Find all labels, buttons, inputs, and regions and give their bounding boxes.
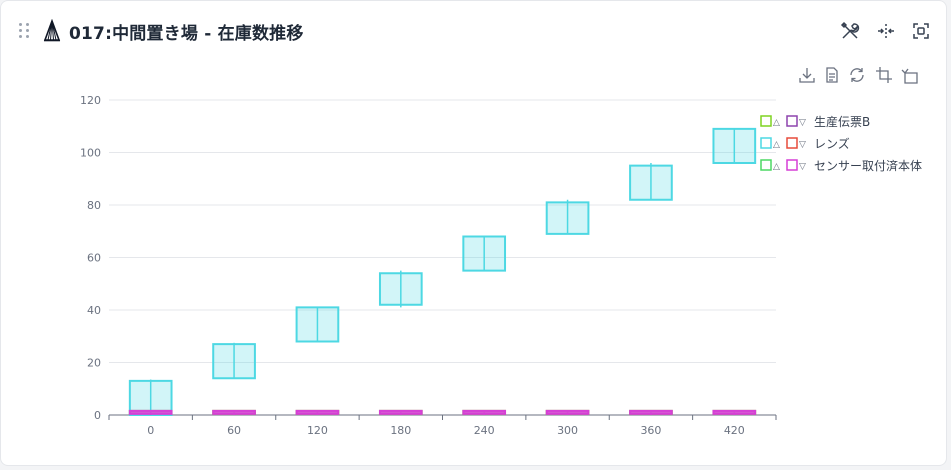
x-tick-label: 300 — [557, 424, 578, 437]
candle-body — [712, 127, 757, 164]
y-tick-label: 120 — [80, 94, 101, 107]
legend-down-glyph: ▽ — [799, 162, 806, 172]
legend-label: レンズ — [814, 136, 850, 151]
candle-body — [629, 164, 673, 201]
x-tick-label: 0 — [147, 424, 154, 437]
x-tick-label: 60 — [227, 424, 241, 437]
candle-body — [629, 409, 673, 415]
candle-body — [212, 409, 256, 415]
x-tick-label: 120 — [307, 424, 328, 437]
legend-down-glyph: ▽ — [799, 118, 806, 128]
candle-body — [462, 409, 507, 415]
y-tick-label: 80 — [87, 199, 101, 212]
y-tick-label: 20 — [87, 357, 101, 370]
legend-label: センサー取付済本体 — [814, 158, 922, 173]
cone-icon — [43, 19, 61, 42]
candle-body — [128, 379, 173, 416]
move-horizontal-icon[interactable] — [874, 19, 898, 43]
candle-body — [295, 306, 340, 343]
candle-body — [128, 409, 173, 415]
x-tick-label: 420 — [724, 424, 745, 437]
x-tick-label: 180 — [390, 424, 411, 437]
legend-down-glyph: ▽ — [799, 140, 806, 150]
candle-body — [545, 409, 590, 415]
legend-up-glyph: △ — [773, 162, 780, 172]
legend-up-glyph: △ — [773, 140, 780, 150]
legend-down-marker — [786, 159, 798, 171]
candle-body — [295, 409, 340, 415]
drag-handle-icon[interactable] — [19, 23, 29, 39]
y-tick-label: 0 — [94, 409, 101, 422]
refresh-icon[interactable] — [847, 65, 867, 85]
legend-up-marker — [760, 115, 772, 127]
data-view-icon[interactable] — [822, 65, 842, 85]
candle-body — [545, 201, 590, 235]
y-tick-label: 100 — [80, 147, 101, 160]
candle-body — [212, 343, 256, 380]
fullscreen-icon[interactable] — [909, 19, 933, 43]
candle-body — [712, 409, 757, 415]
legend-label: 生産伝票B — [814, 114, 870, 129]
candle-body — [378, 272, 423, 306]
y-tick-label: 60 — [87, 252, 101, 265]
candle-body — [462, 235, 507, 272]
panel-header: 017:中間置き場 - 在庫数推移 — [1, 1, 946, 61]
y-tick-label: 40 — [87, 304, 101, 317]
legend-up-marker — [760, 159, 772, 171]
legend-down-marker — [786, 115, 798, 127]
wrench-screwdriver-icon[interactable] — [838, 19, 862, 43]
x-tick-label: 360 — [640, 424, 661, 437]
panel-title: 017:中間置き場 - 在庫数推移 — [69, 24, 304, 44]
crop-icon[interactable] — [874, 65, 894, 85]
legend-up-marker — [760, 137, 772, 149]
legend-down-marker — [786, 137, 798, 149]
legend-up-glyph: △ — [773, 118, 780, 128]
x-tick-label: 240 — [474, 424, 495, 437]
candle-body — [378, 409, 423, 415]
download-icon[interactable] — [797, 65, 817, 85]
restore-icon[interactable] — [900, 65, 920, 85]
